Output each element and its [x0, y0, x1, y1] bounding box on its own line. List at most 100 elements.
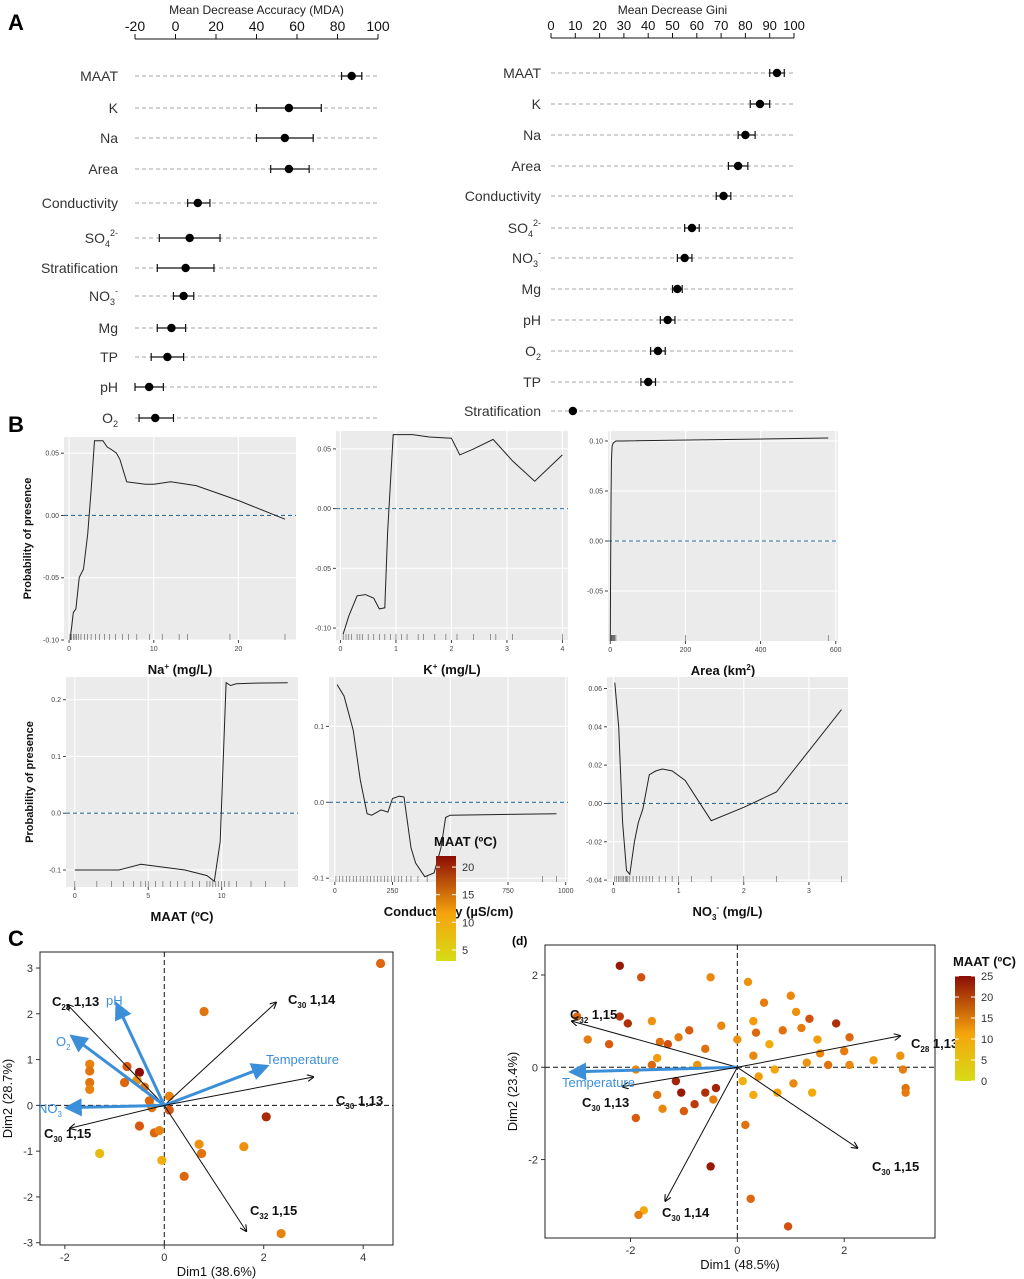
pca_c-point	[164, 1091, 174, 1101]
pca_c-y-tick-label: -3	[23, 1238, 33, 1250]
pca_d-point	[743, 977, 753, 987]
pca_c-legend-tick-label: 20	[462, 862, 474, 874]
mda-tick-label: 0	[172, 18, 180, 34]
pca_d-point	[802, 1058, 811, 1067]
pca_d-arrow-label: C32 1,15	[570, 1007, 617, 1025]
pca_d-point	[751, 1028, 761, 1037]
pca_d-arrow	[622, 1066, 738, 1086]
pca_d-point	[791, 1007, 801, 1017]
pca_c-legend-tick-label: 15	[462, 890, 474, 902]
pca_c-point	[194, 1139, 204, 1149]
pd_na-x-label: Na+ (mg/L)	[148, 662, 213, 677]
pca_d-point	[831, 1019, 841, 1028]
gini-point	[741, 130, 750, 140]
pd_na-y-label: Probability of presence	[22, 478, 34, 600]
pd_na-y-tick-label: -0.10	[43, 638, 59, 645]
gini-title: Mean Decrease Gini	[618, 3, 727, 17]
pca_c-point	[85, 1084, 95, 1094]
pca_c-arrow	[164, 1077, 313, 1106]
mda-point	[185, 233, 194, 243]
gini-row-label: NO3-	[512, 248, 541, 269]
gini-tick-label: 50	[665, 18, 679, 33]
pca_c-arrow-label: NO3	[38, 1101, 63, 1119]
pca_d-point	[615, 1012, 624, 1021]
panel-label-a: A	[8, 10, 24, 35]
gini-row-label: pH	[523, 312, 541, 328]
pca_d-legend-colorbar	[955, 976, 975, 1081]
pca_c-x-tick-label: 0	[161, 1252, 167, 1264]
pca_d-point	[901, 1088, 910, 1097]
pca_c-arrow-label: C30 1,13	[336, 1093, 383, 1111]
pca_c-point	[261, 1112, 271, 1122]
pca_d-arrow-label: C30 1,15	[872, 1159, 919, 1177]
pca_d-legend-tick-label: 15	[981, 1013, 993, 1025]
pca_c-point	[134, 1121, 145, 1131]
pd_area-line	[609, 437, 829, 642]
pd_na-x-tick-label: 20	[235, 646, 243, 653]
pca_d-point	[845, 1033, 854, 1042]
pca_d-point	[572, 1012, 582, 1021]
mda-chart: Mean Decrease Accuracy (MDA) -20 0 20 40 60 80…	[41, 3, 390, 429]
mda-point	[163, 352, 172, 362]
pca_d-x-label: Dim1 (48.5%)	[700, 1257, 779, 1272]
pd_area-y-tick-label: 0.00	[589, 539, 603, 546]
pca_d-x-tick-label: 0	[734, 1245, 740, 1257]
mda-point	[181, 263, 190, 273]
gini-point	[680, 253, 689, 263]
mda-tick-label: -20	[125, 18, 145, 34]
pd_cond-x-tick-label: 1000	[558, 888, 574, 895]
mda-point	[280, 133, 290, 143]
pd_no3-x-tick-label: 2	[742, 888, 746, 895]
pd_cond-y-tick-label: -0.1	[312, 876, 324, 883]
pca_d-point	[805, 1014, 814, 1024]
pca_c-arrow-label: C30 1,14	[288, 992, 336, 1010]
pca_c-arrow	[70, 1104, 165, 1128]
mda-point	[347, 71, 356, 81]
gini-tick-label: 60	[690, 18, 704, 33]
mda-row-label: Na	[100, 130, 118, 146]
gini-tick-label: 20	[592, 18, 606, 33]
pca_c-arrow	[163, 1105, 246, 1231]
pca_d-legend-tick-label: 5	[981, 1055, 987, 1067]
pca_c-point	[119, 1077, 130, 1088]
pca_d-point	[652, 1053, 662, 1063]
pca_c-legend-tick-label: 10	[462, 917, 474, 929]
pca_c-arrow	[115, 1001, 166, 1107]
pca_d-point	[647, 1016, 657, 1026]
pd_k-x-tick-label: 3	[505, 646, 509, 653]
gini-row-label: Conductivity	[465, 188, 541, 204]
pca_d-point	[765, 1040, 774, 1049]
pca_c-point	[199, 1006, 209, 1017]
panel-label-b: B	[8, 412, 24, 437]
pca_c-y-tick-label: -1	[23, 1146, 33, 1158]
pca_d-arrow-label: C28 1,13	[911, 1036, 958, 1054]
mda-point	[151, 413, 160, 423]
pca_d-arrow	[568, 1062, 738, 1081]
pca_d-point	[754, 1072, 763, 1081]
pca_c-point	[85, 1059, 95, 1069]
pca_d-point	[797, 1023, 806, 1033]
mda-row-label: pH	[100, 379, 118, 395]
pca_d-point	[679, 1106, 689, 1116]
mda-row-label: Conductivity	[42, 195, 118, 211]
pca_d-point	[583, 1035, 592, 1044]
gini-point	[772, 68, 782, 78]
pca_d-point	[701, 1044, 710, 1054]
pca_d-point	[773, 1088, 782, 1097]
pca_d-point	[746, 1194, 755, 1203]
pca_c-y-tick-label: 0	[27, 1100, 33, 1112]
pca_d-plot-frame	[544, 944, 936, 1239]
pd_k-plot-bg	[336, 431, 568, 640]
pca_d-arrow	[737, 1036, 900, 1068]
mda-row-label: MAAT	[80, 68, 118, 84]
pca_d-point	[896, 1051, 905, 1060]
pca_c-y-label: Dim2 (28.7%)	[0, 1059, 15, 1138]
pca_d-point	[690, 1099, 699, 1109]
pd_no3-y-tick-label: -0.02	[586, 839, 602, 846]
pca_c-arrow	[63, 1098, 165, 1117]
gini-point	[673, 284, 682, 294]
pca_c-arrow	[67, 1005, 165, 1106]
pca_c-plot-frame	[39, 951, 394, 1246]
pca_d-point	[706, 973, 715, 982]
